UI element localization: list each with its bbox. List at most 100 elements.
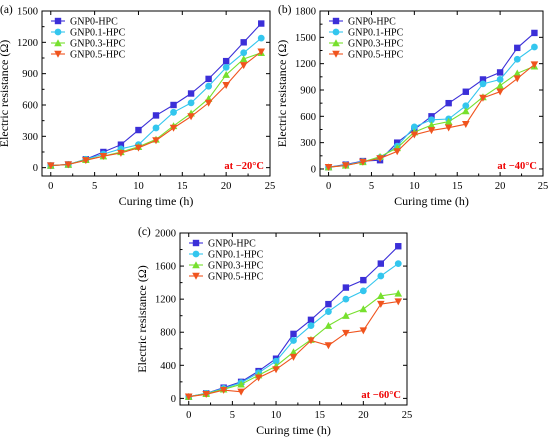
data-point [187, 99, 195, 107]
data-point [239, 62, 248, 70]
data-point [152, 124, 160, 132]
data-point [444, 124, 453, 132]
series-line [188, 263, 399, 398]
legend-entry: GNP0-HPC [70, 17, 118, 28]
data-point [307, 316, 315, 324]
y-axis-label: Electric resistance (Ω) [0, 40, 11, 148]
plot-frame [41, 10, 271, 177]
data-point [202, 391, 210, 399]
data-point [428, 116, 435, 124]
x-axis-label: Curing time (h) [394, 194, 469, 208]
legend-marker [332, 17, 340, 25]
data-point [394, 298, 403, 306]
x-tick-label: 15 [452, 181, 463, 192]
x-axis-label: Curing time (h) [256, 423, 331, 437]
y-tick-label: 300 [22, 132, 38, 143]
data-point [307, 337, 315, 345]
panel-label: (a) [0, 4, 13, 16]
legend-entry: GNP0.3-HPC [208, 261, 264, 272]
x-tick-label: 20 [495, 181, 506, 192]
data-point [257, 34, 265, 42]
data-point [393, 139, 401, 146]
legend-entry: GNP0.1-HPC [208, 250, 264, 261]
x-tick-label: 20 [358, 410, 369, 421]
data-point [222, 81, 230, 89]
series-line [50, 51, 262, 167]
data-point [395, 243, 402, 250]
data-point [99, 152, 108, 160]
data-point [360, 276, 367, 284]
y-tick-label: 1200 [295, 59, 316, 70]
data-point [514, 44, 521, 52]
data-point [359, 327, 368, 335]
data-point [237, 380, 245, 388]
data-point [376, 155, 384, 163]
data-point [479, 80, 487, 88]
x-tick-label: 10 [409, 181, 420, 192]
data-point [393, 148, 401, 156]
data-point [117, 141, 125, 148]
data-point [462, 121, 470, 129]
legend-marker [192, 250, 200, 258]
data-point [170, 101, 177, 109]
data-point [496, 88, 504, 96]
data-point [240, 39, 247, 46]
legend-marker [332, 39, 340, 47]
legend-marker [192, 239, 200, 247]
data-point [222, 57, 230, 65]
data-point [187, 113, 195, 121]
legend-entry: GNP0-HPC [208, 239, 256, 250]
y-tick-label: 600 [300, 112, 316, 123]
x-tick-label: 20 [221, 181, 232, 192]
data-point [513, 55, 521, 63]
data-point [428, 113, 435, 120]
data-point [377, 260, 385, 267]
data-point [289, 348, 298, 356]
data-point [342, 284, 350, 291]
data-point [184, 393, 193, 401]
data-point [359, 158, 367, 166]
data-point [170, 108, 177, 116]
data-point [444, 117, 453, 125]
legend-entry: GNP0.3-HPC [70, 39, 126, 50]
plot-frame [179, 232, 408, 406]
data-point [342, 329, 350, 337]
x-tick-label: 10 [133, 181, 144, 192]
data-point [272, 366, 280, 374]
data-point [290, 330, 297, 338]
legend-marker [192, 272, 200, 280]
x-tick-label: 0 [326, 181, 331, 192]
data-point [134, 144, 143, 152]
data-point [410, 131, 419, 139]
data-point [239, 55, 248, 63]
legend-marker [54, 17, 62, 25]
data-point [324, 321, 333, 329]
y-tick-label: 300 [300, 138, 316, 149]
y-tick-label: 600 [22, 100, 38, 111]
y-tick-label: 1200 [17, 38, 38, 49]
data-point [410, 123, 418, 131]
x-tick-label: 0 [48, 181, 53, 192]
data-point [307, 322, 315, 330]
y-tick-label: 1500 [295, 33, 316, 44]
legend-entry: GNP0.5-HPC [348, 50, 404, 61]
panel-label: (b) [278, 4, 292, 16]
data-point [377, 272, 385, 280]
y-tick-label: 400 [160, 361, 176, 372]
data-point [152, 112, 160, 119]
data-point [377, 292, 385, 300]
data-point [258, 20, 265, 27]
temperature-annotation: at −60°C [361, 390, 401, 401]
y-tick-label: 1600 [155, 262, 176, 273]
chart-panel-1: 0 5 10 15 20 25 0 300 600 900 1200 1500 Curing time … [0, 4, 275, 208]
y-axis-label: Electric resistance (Ω) [275, 40, 289, 148]
data-point [324, 342, 333, 350]
y-tick-label: 2000 [155, 229, 176, 240]
legend-entry: GNP0-HPC [348, 17, 396, 28]
plot-frame [319, 10, 544, 177]
data-point [187, 90, 195, 97]
data-point [204, 99, 213, 107]
data-point [222, 63, 230, 71]
y-axis-label: Electric resistance (Ω) [135, 265, 149, 373]
